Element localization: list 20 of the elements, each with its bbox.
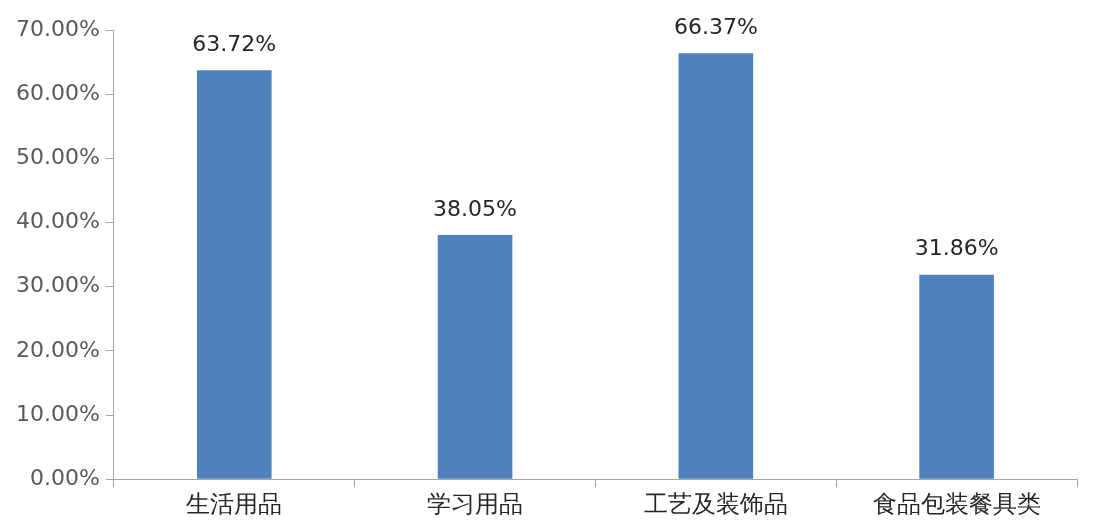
data-label: 31.86%	[914, 235, 999, 261]
bar	[919, 274, 994, 479]
x-tick-label: 食品包装餐具类	[872, 489, 1041, 518]
y-tick-label: 20.00%	[16, 336, 100, 362]
y-tick-label: 0.00%	[30, 464, 100, 490]
y-tick-label: 10.00%	[16, 400, 100, 426]
data-label: 38.05%	[433, 195, 517, 221]
bar	[437, 235, 513, 479]
data-label: 66.37%	[673, 14, 758, 40]
bar	[678, 53, 754, 479]
y-tick-label: 50.00%	[16, 144, 100, 170]
y-tick-label: 70.00%	[16, 15, 100, 41]
y-tick-label: 30.00%	[16, 272, 100, 298]
x-tick-label: 工艺及装饰品	[643, 489, 788, 518]
y-tick-label: 60.00%	[16, 79, 100, 105]
x-tick-label: 生活用品	[186, 489, 283, 518]
x-tick-label: 学习用品	[427, 489, 524, 518]
bar	[196, 70, 272, 479]
data-label: 63.72%	[192, 31, 277, 57]
y-tick-label: 40.00%	[16, 208, 100, 234]
